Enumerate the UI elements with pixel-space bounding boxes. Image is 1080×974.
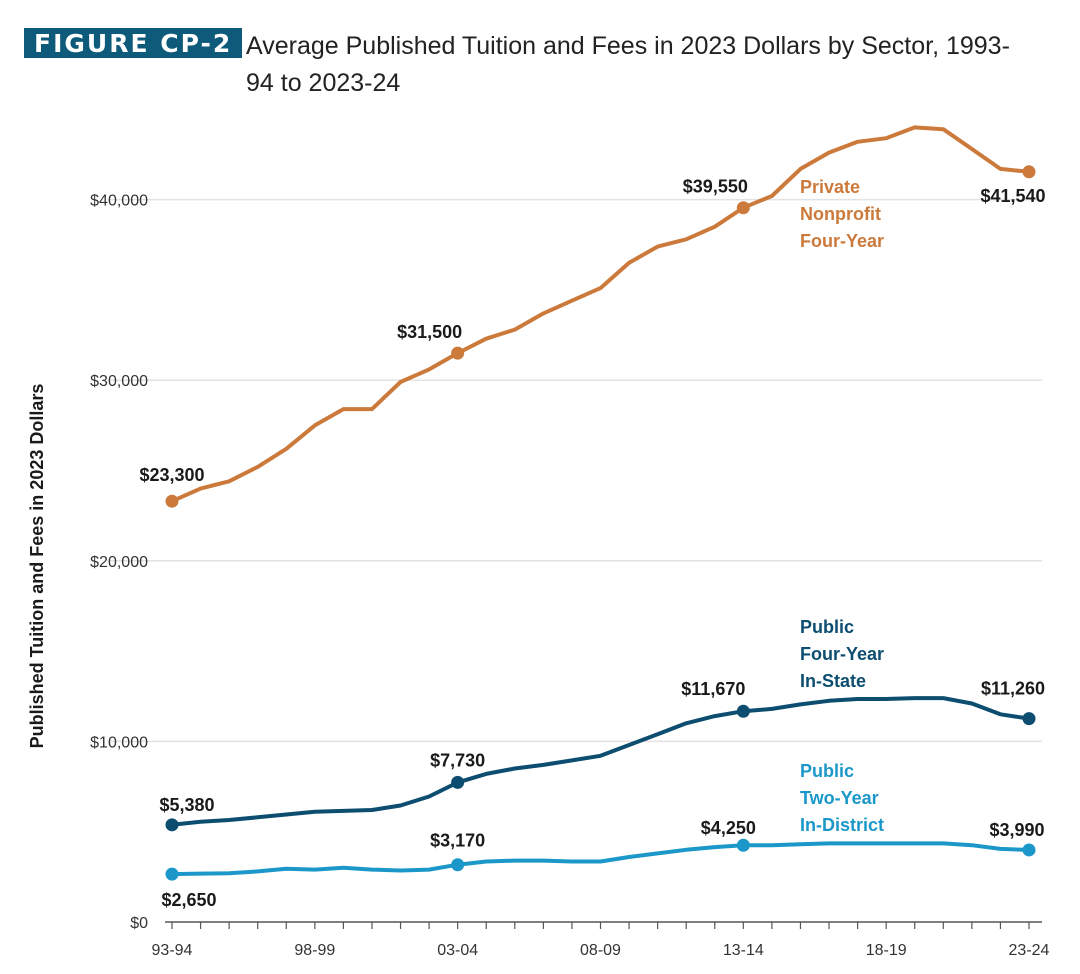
data-label: $2,650 <box>161 890 216 910</box>
x-tick-label: 93-94 <box>152 942 193 959</box>
series-name-public4: Four-Year <box>800 644 884 664</box>
y-tick-label: $30,000 <box>90 373 148 390</box>
series-name-public2: Public <box>800 761 854 781</box>
series-name-public4: In-State <box>800 671 866 691</box>
data-labels: $23,300 $31,500 $39,550 $41,540 $5,380 $7,730… <box>139 177 1045 910</box>
series-name-public2: Two-Year <box>800 788 879 808</box>
data-point <box>165 867 179 881</box>
x-tick-label: 08-09 <box>580 942 621 959</box>
y-tick-label: $40,000 <box>90 193 148 210</box>
data-label: $5,380 <box>159 795 214 815</box>
y-tick-label: $20,000 <box>90 554 148 571</box>
x-tick-label: 23-24 <box>1009 942 1050 959</box>
data-point <box>1022 165 1036 179</box>
series-names: Private Nonprofit Four-Year Public Four-Year… <box>800 177 884 835</box>
data-point <box>165 818 179 832</box>
y-axis-title: Published Tuition and Fees in 2023 Dolla… <box>27 384 47 749</box>
series-name-public4: Public <box>800 617 854 637</box>
x-tick-label: 03-04 <box>437 942 478 959</box>
data-label: $23,300 <box>139 465 204 485</box>
data-point <box>1022 712 1036 726</box>
data-label: $3,170 <box>430 831 485 851</box>
x-tick-label: 18-19 <box>866 942 907 959</box>
y-tick-label: $10,000 <box>90 734 148 751</box>
data-label: $4,250 <box>701 818 756 838</box>
series-name-public2: In-District <box>800 815 884 835</box>
data-label: $41,540 <box>980 186 1045 206</box>
series-name-private: Four-Year <box>800 231 884 251</box>
axes: $0 $10,000 $20,000 $30,000 $40,000 93-94 98-99… <box>90 193 1049 959</box>
data-point <box>451 346 465 360</box>
data-label: $11,260 <box>981 679 1045 699</box>
data-label: $7,730 <box>430 750 485 770</box>
data-label: $3,990 <box>989 820 1044 840</box>
data-point <box>451 775 465 789</box>
data-point <box>736 201 750 215</box>
series-lines <box>170 125 1031 877</box>
series-name-private: Nonprofit <box>800 204 881 224</box>
figure-title: Average Published Tuition and Fees in 20… <box>246 32 1010 97</box>
data-point <box>451 858 465 872</box>
series-line-private <box>170 125 1031 504</box>
x-tick-label: 98-99 <box>294 942 335 959</box>
data-point <box>165 494 179 508</box>
data-label: $39,550 <box>683 177 748 197</box>
data-point <box>1022 843 1036 857</box>
series-line-public4 <box>170 696 1031 827</box>
y-tick-label: $0 <box>130 915 148 932</box>
series-line-public2 <box>170 841 1031 877</box>
gridlines <box>110 198 1042 743</box>
x-tick-label: 13-14 <box>723 942 764 959</box>
data-label: $31,500 <box>397 322 462 342</box>
highlight-points <box>165 165 1036 881</box>
data-label: $11,670 <box>681 679 745 699</box>
data-point <box>736 704 750 718</box>
series-name-private: Private <box>800 177 860 197</box>
data-point <box>736 838 750 852</box>
figure-badge: FIGURE CP-2 <box>24 28 243 58</box>
